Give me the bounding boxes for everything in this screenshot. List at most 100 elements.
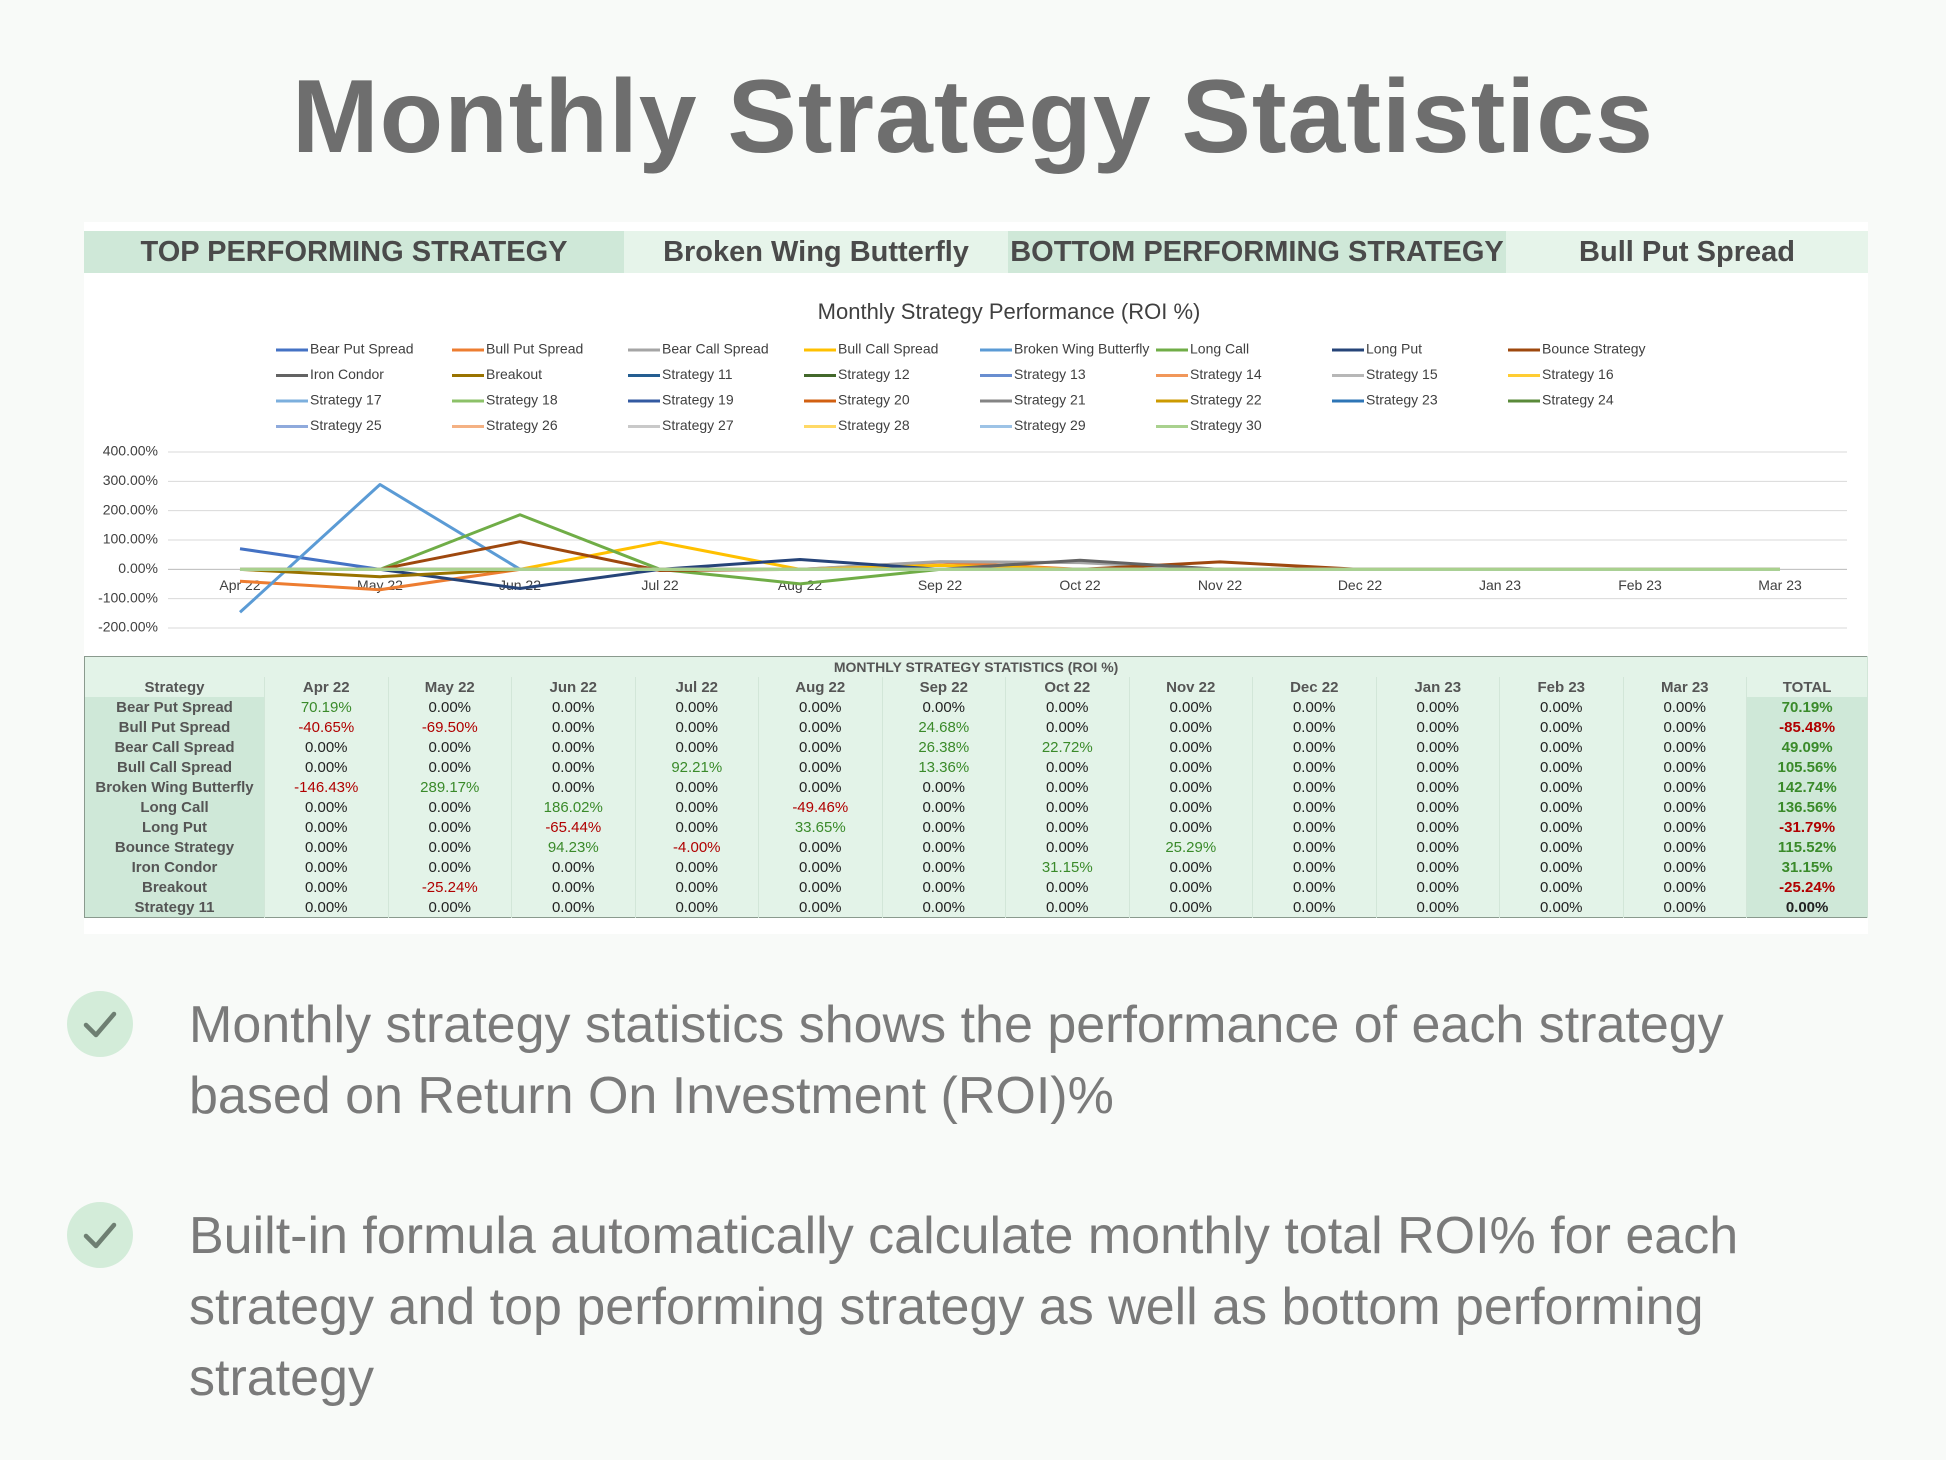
roi-cell: 0.00% (388, 837, 512, 857)
legend-label: Bounce Strategy (1542, 341, 1646, 357)
roi-cell: 0.00% (1129, 877, 1253, 897)
legend-label: Strategy 22 (1190, 392, 1262, 408)
legend-label: Strategy 26 (486, 417, 558, 433)
roi-cell: 0.00% (1623, 837, 1747, 857)
legend-label: Strategy 12 (838, 366, 910, 382)
legend-label: Long Put (1366, 341, 1422, 357)
roi-cell: 70.19% (1746, 697, 1869, 717)
roi-cell: 0.00% (1005, 837, 1130, 857)
legend-label: Strategy 18 (486, 392, 558, 408)
roi-cell: 0.00% (758, 717, 883, 737)
legend-label: Strategy 19 (662, 392, 734, 408)
roi-cell: 0.00% (388, 697, 512, 717)
roi-cell: 0.00% (388, 817, 512, 837)
legend-label: Strategy 27 (662, 417, 734, 433)
roi-cell: 0.00% (635, 797, 759, 817)
roi-cell: 0.00% (882, 837, 1006, 857)
roi-cell: 0.00% (264, 737, 389, 757)
roi-cell: 0.00% (1376, 797, 1500, 817)
roi-cell: 0.00% (882, 897, 1006, 918)
roi-cell: 13.36% (882, 757, 1006, 777)
roi-cell: 0.00% (635, 737, 759, 757)
roi-cell: 0.00% (511, 757, 636, 777)
roi-cell: 0.00% (1499, 737, 1624, 757)
y-tick-label: 300.00% (103, 472, 158, 488)
legend-label: Bull Put Spread (486, 341, 583, 357)
roi-cell: 289.17% (388, 777, 512, 797)
table-row: Bull Call Spread 0.00% 0.00% 0.00% 92.21% 0.0… (84, 757, 1869, 777)
x-tick-label: Dec 22 (1338, 577, 1383, 593)
legend-label: Strategy 13 (1014, 366, 1086, 382)
roi-cell: 0.00% (1499, 857, 1624, 877)
roi-cell: 0.00% (1129, 857, 1253, 877)
column-header: May 22 (388, 677, 512, 697)
roi-cell: 0.00% (388, 897, 512, 918)
column-header: TOTAL (1746, 677, 1869, 697)
x-tick-label: Mar 23 (1758, 577, 1802, 593)
roi-cell: -25.24% (1746, 877, 1869, 897)
roi-cell: 0.00% (882, 697, 1006, 717)
y-tick-label: -200.00% (98, 619, 158, 635)
series-line (240, 513, 1780, 586)
roi-cell: 0.00% (1252, 777, 1377, 797)
roi-cell: 92.21% (635, 757, 759, 777)
roi-cell: 0.00% (635, 877, 759, 897)
x-tick-label: Oct 22 (1059, 577, 1100, 593)
summary-banner: TOP PERFORMING STRATEGY Broken Wing Butt… (84, 231, 1868, 273)
strategy-name: Bull Call Spread (84, 757, 265, 777)
roi-cell: -146.43% (264, 777, 389, 797)
column-header: Jan 23 (1376, 677, 1500, 697)
roi-cell: 0.00% (882, 817, 1006, 837)
roi-cell: 24.68% (882, 717, 1006, 737)
roi-cell: 0.00% (1623, 797, 1747, 817)
roi-cell: 0.00% (1129, 897, 1253, 918)
x-tick-label: Jun 22 (499, 577, 541, 593)
roi-cell: 25.29% (1129, 837, 1253, 857)
legend-label: Strategy 21 (1014, 392, 1086, 408)
roi-cell: 0.00% (388, 797, 512, 817)
column-header: Mar 23 (1623, 677, 1747, 697)
y-tick-label: 200.00% (103, 501, 158, 517)
table-row: Broken Wing Butterfly -146.43% 289.17% 0.00… (84, 777, 1869, 797)
roi-cell: 0.00% (1499, 777, 1624, 797)
table-title: MONTHLY STRATEGY STATISTICS (ROI %) (84, 656, 1869, 677)
roi-cell: 0.00% (1376, 837, 1500, 857)
roi-cell: 0.00% (388, 757, 512, 777)
roi-cell: 136.56% (1746, 797, 1869, 817)
roi-cell: 0.00% (758, 897, 883, 918)
y-tick-label: 0.00% (118, 560, 158, 576)
roi-cell: 0.00% (388, 737, 512, 757)
legend-label: Strategy 20 (838, 392, 910, 408)
roi-cell: 0.00% (1129, 817, 1253, 837)
roi-cell: 0.00% (758, 737, 883, 757)
roi-cell: 49.09% (1746, 737, 1869, 757)
roi-cell: 0.00% (1005, 777, 1130, 797)
roi-cell: 0.00% (635, 817, 759, 837)
roi-cell: 0.00% (758, 757, 883, 777)
strategy-name: Broken Wing Butterfly (84, 777, 265, 797)
roi-cell: -69.50% (388, 717, 512, 737)
roi-cell: 0.00% (1252, 877, 1377, 897)
roi-cell: 70.19% (264, 697, 389, 717)
roi-cell: -25.24% (388, 877, 512, 897)
roi-cell: 0.00% (1376, 697, 1500, 717)
roi-cell: 0.00% (758, 877, 883, 897)
roi-cell: 0.00% (1005, 757, 1130, 777)
roi-cell: 0.00% (758, 857, 883, 877)
strategy-name: Long Put (84, 817, 265, 837)
x-tick-label: Jan 23 (1479, 577, 1521, 593)
roi-cell: 0.00% (1499, 817, 1624, 837)
legend-label: Strategy 17 (310, 392, 382, 408)
legend-label: Bull Call Spread (838, 341, 938, 357)
roi-cell: 0.00% (1252, 837, 1377, 857)
roi-cell: 0.00% (1499, 717, 1624, 737)
roi-cell: 0.00% (1623, 737, 1747, 757)
roi-cell: 31.15% (1005, 857, 1130, 877)
legend-label: Broken Wing Butterfly (1014, 341, 1149, 357)
roi-cell: 0.00% (1623, 877, 1747, 897)
y-tick-label: 400.00% (103, 443, 158, 459)
strategy-name: Iron Condor (84, 857, 265, 877)
roi-cell: 0.00% (1623, 857, 1747, 877)
roi-cell: 0.00% (264, 857, 389, 877)
